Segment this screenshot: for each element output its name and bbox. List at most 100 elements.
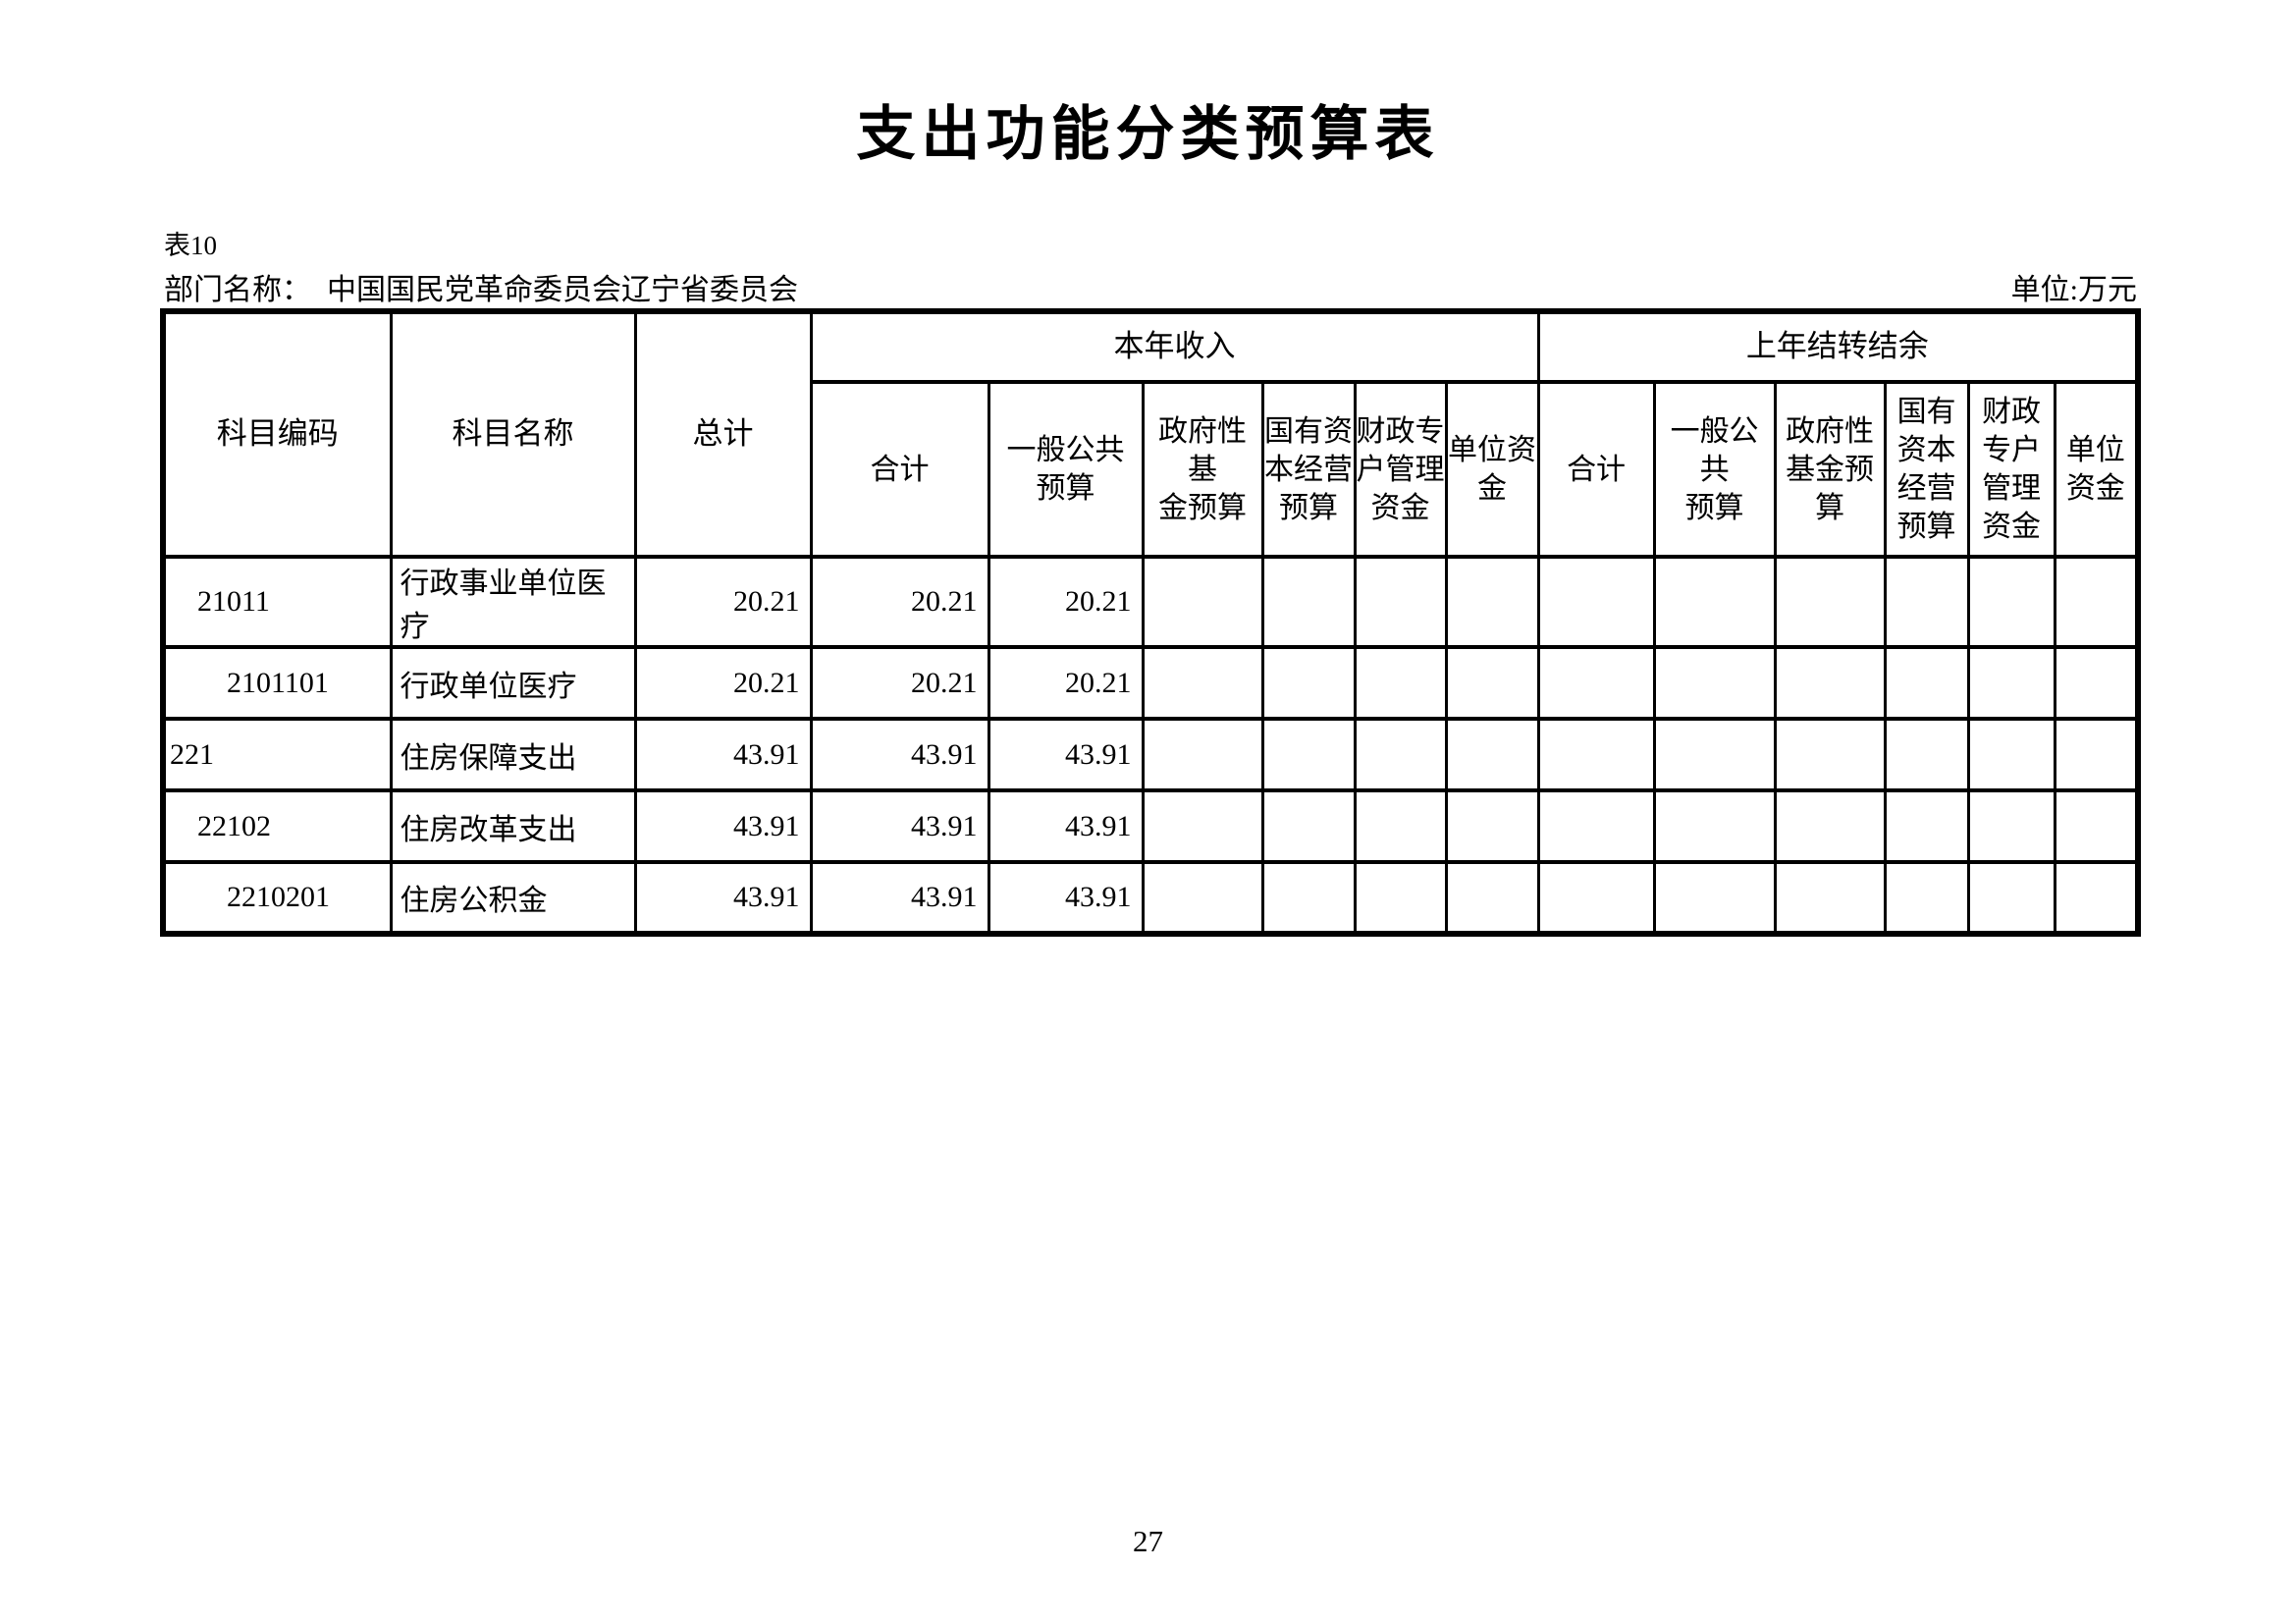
cell-subject-code: 21011	[161, 555, 393, 649]
unit-note: 单位:万元	[2010, 274, 2137, 306]
cell-value	[1773, 555, 1887, 649]
cell-value: 43.91	[633, 860, 813, 936]
cell-value	[1966, 555, 2056, 649]
cell-value	[1883, 788, 1970, 864]
cell-value	[1260, 860, 1357, 936]
cell-value	[1353, 860, 1448, 936]
cell-value	[1260, 717, 1357, 792]
cell-value	[2053, 860, 2140, 936]
cell-value	[1883, 717, 1970, 792]
table-row: 2210201 住房公积金 43.91 43.91 43.91	[161, 860, 2140, 936]
cell-value	[1444, 717, 1540, 792]
budget-table: 科目编码 科目名称 总计 本年收入 上年结转结余 合计 一般公共 预算 政府性基…	[160, 308, 2142, 937]
cell-value	[1444, 645, 1540, 721]
cell-value: 20.21	[809, 645, 990, 721]
col-header-subject-name: 科目名称	[389, 309, 637, 559]
cell-value	[1141, 717, 1264, 792]
table-row: 2101101 行政单位医疗 20.21 20.21 20.21	[161, 645, 2140, 721]
cell-value	[1260, 788, 1357, 864]
cell-value	[1536, 555, 1656, 649]
cell-value	[1883, 645, 1970, 721]
col-header-co-total: 合计	[1536, 380, 1656, 559]
cell-value	[1883, 555, 1970, 649]
cell-value	[1652, 555, 1777, 649]
cell-value: 43.91	[987, 788, 1145, 864]
col-group-carryover-balance: 上年结转结余	[1536, 309, 2140, 384]
cell-value: 43.91	[809, 717, 990, 792]
header-sub-row: 合计 一般公共 预算 政府性基 金预算 国有资 本经营 预算 财政专 户管理 资…	[163, 380, 2140, 559]
cell-value	[2053, 645, 2140, 721]
col-header-co-fiscal-account-funds: 财政 专户 管理 资金	[1966, 380, 2056, 559]
cell-value	[1966, 860, 2056, 936]
col-header-cy-state-capital-budget: 国有资 本经营 预算	[1260, 380, 1357, 559]
page-number: 27	[1133, 1524, 1163, 1558]
col-header-cy-govt-fund-budget: 政府性基 金预算	[1141, 380, 1264, 559]
col-header-co-general-public-budget: 一般公 共 预算	[1652, 380, 1777, 559]
table-row: 21011 行政事业单位医疗 20.21 20.21 20.21	[161, 555, 2140, 649]
cell-value: 43.91	[987, 860, 1145, 936]
cell-value: 20.21	[809, 555, 990, 649]
department-name: 中国国民党革命委员会辽宁省委员会	[327, 274, 798, 306]
cell-value	[2053, 717, 2140, 792]
cell-value	[2053, 788, 2140, 864]
cell-subject-name: 住房改革支出	[389, 788, 637, 864]
col-header-co-govt-fund-budget: 政府性 基金预 算	[1773, 380, 1887, 559]
cell-value	[1536, 717, 1656, 792]
cell-value	[1773, 717, 1887, 792]
cell-value	[1773, 860, 1887, 936]
cell-value	[1444, 555, 1540, 649]
col-header-cy-total: 合计	[809, 380, 990, 559]
table-row: 22102 住房改革支出 43.91 43.91 43.91	[161, 788, 2140, 864]
cell-value	[2053, 555, 2140, 649]
cell-value: 43.91	[809, 860, 990, 936]
cell-value	[1536, 645, 1656, 721]
col-header-grand-total: 总计	[633, 309, 813, 559]
col-header-cy-fiscal-account-funds: 财政专 户管理 资金	[1353, 380, 1448, 559]
page-title: 支出功能分类预算表	[856, 101, 1440, 167]
cell-subject-code: 2210201	[161, 860, 393, 936]
cell-value	[1652, 788, 1777, 864]
cell-value: 20.21	[633, 555, 813, 649]
cell-subject-name: 住房公积金	[389, 860, 637, 936]
cell-value	[1353, 717, 1448, 792]
cell-value	[1966, 717, 2056, 792]
cell-value	[1536, 788, 1656, 864]
cell-value	[1652, 860, 1777, 936]
cell-subject-code: 221	[161, 717, 393, 792]
table-row: 221 住房保障支出 43.91 43.91 43.91	[161, 717, 2140, 792]
cell-value	[1966, 645, 2056, 721]
cell-subject-name: 行政事业单位医疗	[389, 555, 637, 649]
col-group-current-year-income: 本年收入	[809, 309, 1540, 384]
cell-value	[1773, 788, 1887, 864]
header-group-row: 科目编码 科目名称 总计 本年收入 上年结转结余	[161, 309, 2140, 559]
cell-value	[1141, 788, 1264, 864]
cell-value	[1141, 645, 1264, 721]
department-label: 部门名称：	[164, 274, 311, 306]
cell-subject-code: 2101101	[161, 645, 393, 721]
cell-value	[1353, 555, 1448, 649]
cell-value	[1652, 645, 1777, 721]
cell-value	[1652, 717, 1777, 792]
col-header-cy-general-public-budget: 一般公共 预算	[987, 380, 1145, 559]
col-header-subject-code: 科目编码	[161, 309, 393, 559]
cell-value: 20.21	[987, 555, 1145, 649]
cell-value	[1353, 788, 1448, 864]
cell-value	[1444, 788, 1540, 864]
cell-subject-code: 22102	[161, 788, 393, 864]
cell-value: 43.91	[633, 788, 813, 864]
department-line: 部门名称： 中国国民党革命委员会辽宁省委员会	[164, 265, 798, 308]
cell-value	[1966, 788, 2056, 864]
cell-value: 43.91	[809, 788, 990, 864]
cell-value	[1260, 555, 1357, 649]
cell-value: 20.21	[633, 645, 813, 721]
col-header-cy-unit-funds: 单位资 金	[1444, 380, 1540, 559]
cell-value	[1883, 860, 1970, 936]
cell-subject-name: 住房保障支出	[389, 717, 637, 792]
cell-value	[1444, 860, 1540, 936]
cell-value	[1353, 645, 1448, 721]
cell-subject-name: 行政单位医疗	[389, 645, 637, 721]
col-header-co-state-capital-budget: 国有 资本 经营 预算	[1883, 380, 1970, 559]
cell-value: 20.21	[987, 645, 1145, 721]
cell-value	[1773, 645, 1887, 721]
